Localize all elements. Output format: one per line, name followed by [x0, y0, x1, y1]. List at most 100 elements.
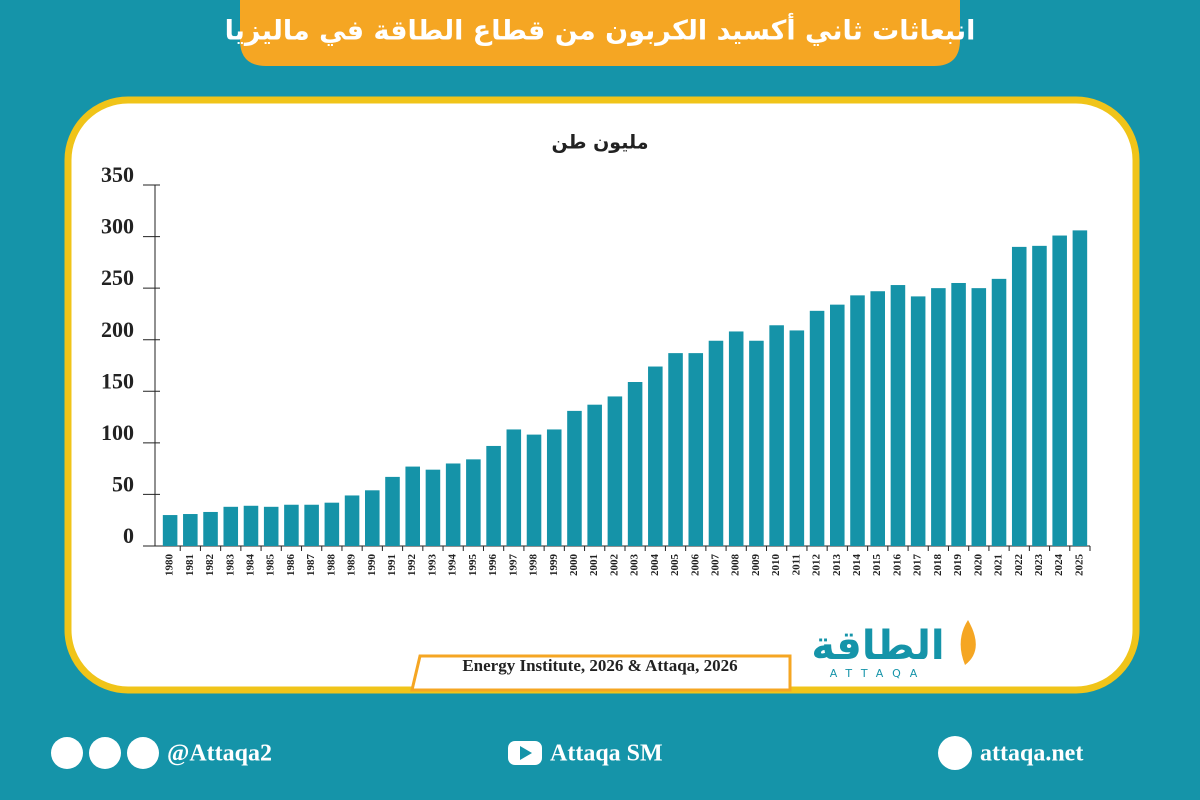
x-tick-label: 2025 [1073, 554, 1085, 577]
x-tick-label: 1987 [305, 554, 317, 577]
footer-handle: @Attaqa2 [167, 741, 272, 767]
bar [1052, 235, 1067, 547]
x-tick-label: 2015 [871, 554, 883, 577]
x-tick-label: 2007 [710, 554, 722, 577]
x-tick-label: 2022 [1013, 554, 1025, 577]
bar [749, 340, 764, 546]
bar [304, 504, 319, 546]
bar [385, 476, 400, 546]
x-tick-label: 2004 [649, 554, 661, 577]
x-tick-label: 1983 [224, 554, 236, 577]
y-tick-label: 50 [112, 471, 134, 496]
bar [1011, 246, 1027, 546]
logo-latin: ATTAQA [830, 667, 927, 680]
bar [1072, 230, 1088, 546]
bar [708, 340, 724, 546]
x-tick-label: 2011 [790, 554, 802, 575]
x-tick-label: 1992 [406, 554, 418, 577]
x-tick-label: 1989 [346, 554, 358, 577]
bar [324, 502, 340, 546]
x-tick-label: 1984 [245, 554, 257, 577]
bar [951, 282, 966, 546]
bar [607, 396, 623, 546]
bar [850, 295, 865, 546]
x-tick-label: 2021 [993, 554, 1005, 576]
source-box [410, 654, 792, 692]
y-tick-label: 100 [101, 420, 134, 445]
x-tick-label: 2016 [891, 554, 903, 577]
bar [405, 466, 420, 546]
x-tick-label: 2020 [972, 554, 984, 577]
bar [445, 463, 461, 546]
web-icon [938, 736, 972, 770]
x-tick-label: 1996 [487, 554, 499, 577]
y-tick-label: 0 [123, 523, 134, 548]
x-tick-label: 1997 [507, 554, 519, 577]
bar [162, 515, 178, 546]
bar [223, 506, 239, 546]
x-tick-label: 1980 [164, 554, 176, 577]
x-tick-label: 2019 [952, 554, 964, 577]
facebook-icon [127, 737, 159, 769]
x-tick-label: 1991 [386, 554, 398, 576]
bar [425, 469, 441, 546]
y-tick-label: 300 [101, 214, 134, 239]
x-tick-label: 1986 [285, 554, 297, 577]
x-tick-label: 2024 [1053, 554, 1065, 577]
bar [627, 382, 643, 546]
bar [728, 331, 744, 546]
x-tick-label: 2002 [608, 554, 620, 577]
x-tick-label: 1990 [366, 554, 378, 577]
bar [546, 429, 562, 546]
bar [668, 353, 683, 546]
bar [284, 504, 299, 546]
bar [344, 495, 360, 546]
bar [1032, 245, 1047, 546]
bar [971, 288, 987, 546]
bar [243, 505, 259, 546]
x-tick-label: 2001 [588, 554, 600, 576]
unit-label: مليون طن [551, 132, 648, 154]
bar [365, 490, 380, 546]
youtube-play [520, 746, 532, 760]
x-tick-label: 2005 [669, 554, 681, 577]
x-tick-label: 2000 [568, 554, 580, 577]
x-icon [51, 737, 83, 769]
x-tick-label: 2023 [1033, 554, 1045, 577]
x-tick-label: 2017 [912, 554, 924, 577]
x-tick-label: 1982 [204, 554, 216, 577]
y-tick-label: 150 [101, 368, 134, 393]
bar [486, 445, 501, 546]
x-tick-label: 1994 [447, 554, 459, 577]
bar [567, 410, 582, 546]
chart-title: انبعاثات ثاني أكسيد الكربون من قطاع الطا… [225, 13, 976, 47]
footer-youtube: Attaqa SM [550, 741, 663, 767]
bar [203, 511, 218, 546]
bar [688, 353, 704, 546]
x-tick-label: 2013 [831, 554, 843, 577]
bar [506, 429, 522, 546]
x-tick-label: 2010 [770, 554, 782, 577]
x-tick-label: 2003 [629, 554, 641, 577]
bar [526, 434, 542, 546]
bar [830, 304, 845, 546]
y-tick-label: 200 [101, 317, 134, 342]
y-tick-label: 350 [101, 162, 134, 187]
x-tick-label: 1985 [265, 554, 277, 577]
bar [870, 291, 885, 546]
bar [648, 366, 663, 546]
bar [263, 506, 279, 546]
title-banner [240, 0, 960, 66]
social-icons [51, 736, 972, 770]
bar [809, 310, 825, 546]
x-tick-label: 2009 [750, 554, 762, 577]
y-tick-label: 250 [101, 265, 134, 290]
bar [769, 325, 784, 546]
x-tick-label: 2008 [730, 554, 742, 577]
bar [789, 330, 805, 546]
x-tick-label: 1995 [467, 554, 479, 577]
bar [910, 296, 926, 546]
x-tick-label: 2012 [811, 554, 823, 577]
